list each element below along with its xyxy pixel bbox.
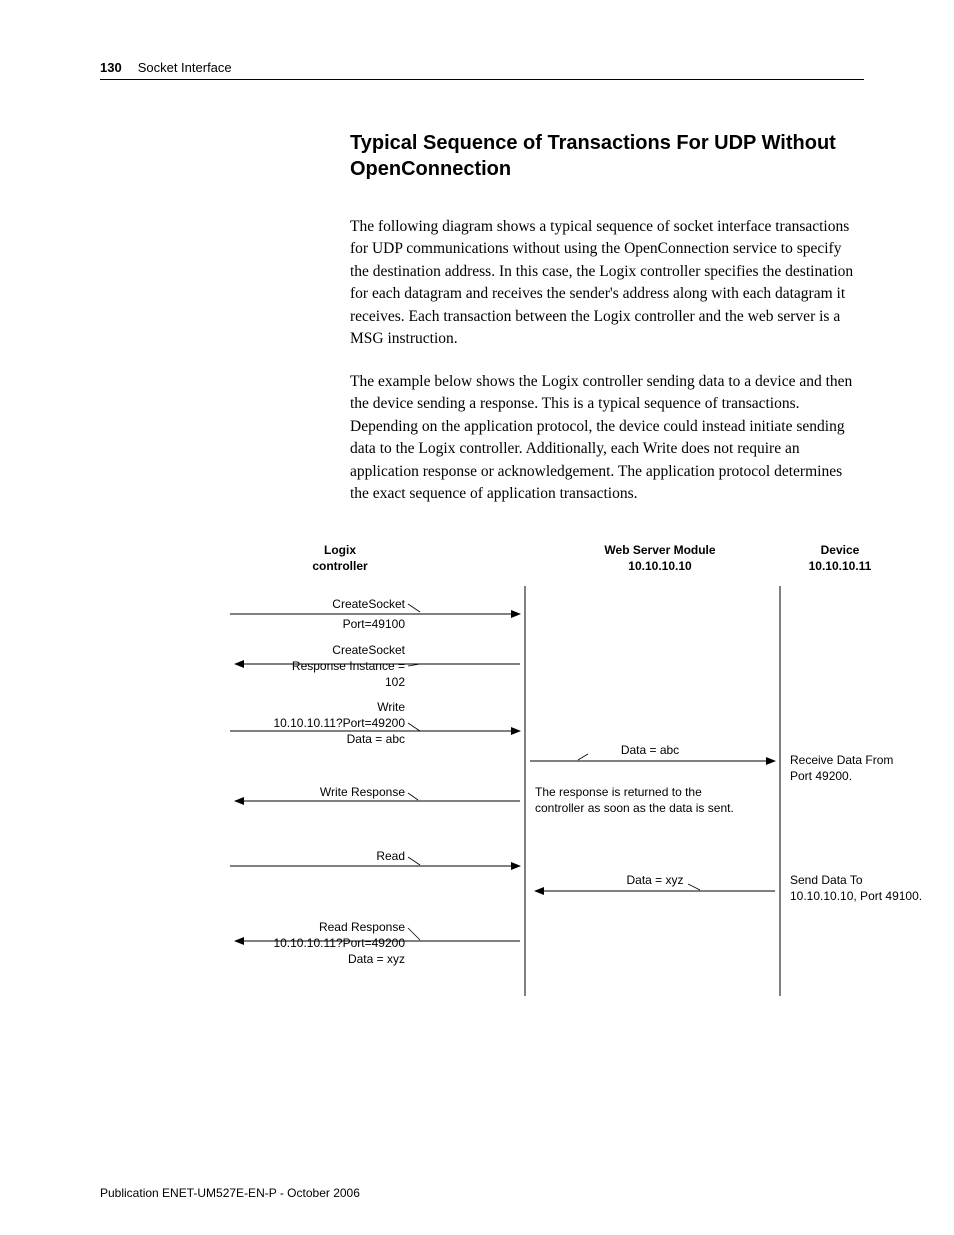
col-header-logix-2: controller [312,559,368,573]
page-number: 130 [100,60,122,75]
label-resp-note1: The response is returned to the [535,785,702,799]
leader [408,604,420,612]
label-read-resp1: Read Response [319,920,405,934]
label-send1: Send Data To [790,873,863,887]
label-cs-resp3: 102 [385,675,405,689]
label-create-socket: CreateSocket [332,597,405,611]
body-paragraph: The following diagram shows a typical se… [350,216,864,351]
label-port-49100: Port=49100 [343,617,406,631]
col-header-logix-1: Logix [324,543,356,557]
label-read: Read [376,849,405,863]
label-send2: 10.10.10.10, Port 49100. [790,889,922,903]
label-write-data: Data = abc [347,732,405,746]
col-header-web-2: 10.10.10.10 [628,559,692,573]
label-cs-resp1: CreateSocket [332,643,405,657]
label-write: Write [377,700,405,714]
content-column: Typical Sequence of Transactions For UDP… [350,130,864,506]
label-read-resp3: Data = xyz [348,952,405,966]
leader [408,928,420,940]
running-header: 130 Socket Interface [100,60,864,75]
label-resp-note2: controller as soon as the data is sent. [535,801,734,815]
label-data-abc: Data = abc [621,743,679,757]
label-cs-resp2: Response Instance = [292,659,405,673]
header-rule [100,79,864,80]
footer-publication: Publication ENET-UM527E-EN-P - October 2… [100,1186,360,1200]
section-name: Socket Interface [138,60,232,75]
label-write-resp: Write Response [320,785,405,799]
leader [408,793,418,800]
body-paragraph: The example below shows the Logix contro… [350,371,864,506]
label-read-resp2: 10.10.10.11?Port=49200 [273,936,405,950]
col-header-web-1: Web Server Module [604,543,715,557]
label-data-xyz: Data = xyz [626,873,683,887]
leader [408,723,420,731]
sequence-diagram: Logix controller Web Server Module 10.10… [180,536,864,1021]
label-write-addr: 10.10.10.11?Port=49200 [273,716,405,730]
diagram-svg: Logix controller Web Server Module 10.10… [180,536,954,1016]
page: 130 Socket Interface Typical Sequence of… [0,0,954,1230]
leader [408,857,420,865]
label-recv1: Receive Data From [790,753,893,767]
col-header-device-2: 10.10.10.11 [809,559,872,573]
section-title: Typical Sequence of Transactions For UDP… [350,130,864,182]
leader [578,754,588,760]
col-header-device-1: Device [821,543,860,557]
leader [688,884,700,890]
label-recv2: Port 49200. [790,769,852,783]
